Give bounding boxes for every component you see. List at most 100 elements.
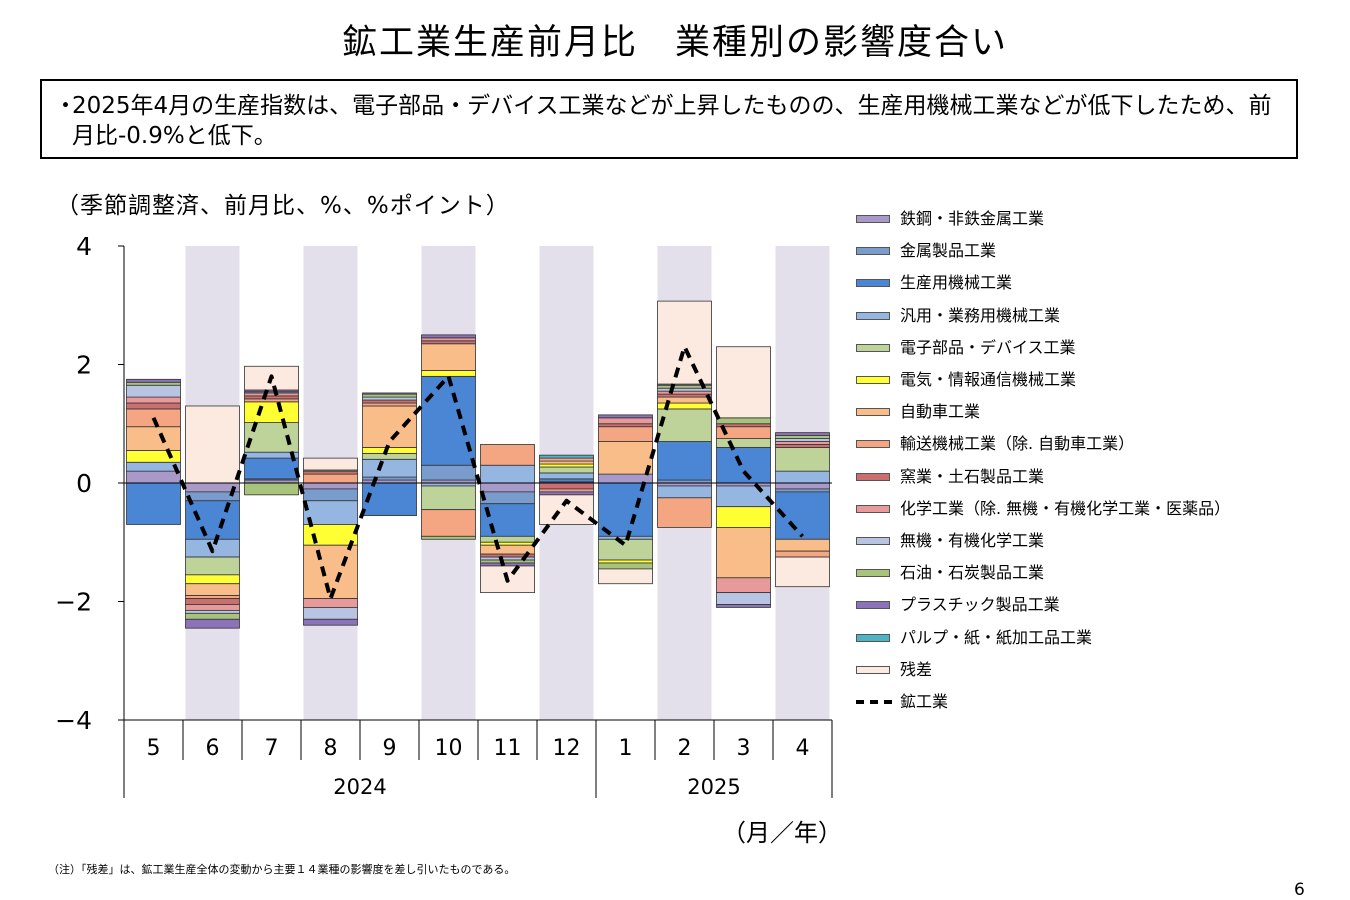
year-label: 2025 — [687, 775, 740, 799]
y-tick-label: 2 — [76, 351, 92, 380]
bar-segment — [716, 417, 771, 425]
legend-swatch-icon — [856, 537, 890, 545]
bar-segment — [480, 464, 535, 484]
legend-label: 残差 — [900, 659, 933, 679]
legend-swatch-icon — [856, 504, 890, 513]
bar-segment — [775, 556, 830, 588]
x-axis-unit-label: （月／年） — [722, 819, 842, 847]
bar-segment — [362, 452, 417, 460]
bar-segment — [775, 435, 830, 439]
bar-segment — [362, 482, 417, 516]
legend-swatch-icon — [856, 376, 890, 384]
bar-segment — [775, 447, 830, 472]
bar-segment — [657, 390, 712, 395]
bar-segment — [539, 466, 594, 474]
bar-segment — [480, 541, 535, 546]
x-tick-label: 3 — [737, 736, 751, 761]
bar-segment — [362, 393, 417, 398]
legend-swatch-icon — [856, 408, 890, 417]
bar-segment — [480, 562, 535, 567]
legend-label: 金属製品工業 — [900, 241, 997, 261]
bar-segment — [716, 506, 771, 528]
bar-segment — [303, 473, 358, 484]
bar-segment — [185, 595, 240, 599]
bar-segment — [362, 476, 417, 481]
legend-swatch-icon — [856, 665, 890, 674]
bar-segment — [657, 408, 712, 442]
bar-segment — [716, 346, 771, 419]
legend-swatch-icon — [856, 215, 890, 223]
bar-segment — [598, 441, 653, 475]
x-tick-label: 9 — [383, 736, 397, 761]
legend-swatch-icon — [856, 440, 890, 449]
bar-segment — [126, 461, 181, 472]
bar-segment — [775, 482, 830, 490]
legend-swatch-icon — [856, 472, 890, 481]
bar-segment — [421, 334, 476, 339]
bar-segment — [598, 482, 653, 537]
x-tick-label: 10 — [435, 736, 463, 761]
x-tick-label: 4 — [796, 736, 810, 761]
legend-label: 鉱工業 — [900, 692, 949, 711]
bar-segment — [185, 609, 240, 614]
y-tick-label: −2 — [55, 588, 92, 617]
bar-segment — [303, 482, 358, 490]
bar-segment — [303, 618, 358, 626]
bar-segment — [126, 426, 181, 451]
bar-segment — [598, 568, 653, 585]
bar-segment — [185, 598, 240, 605]
bar-segment — [598, 414, 653, 419]
legend-label: 汎用・業務用機械工業 — [900, 305, 1061, 325]
bar-segment — [185, 500, 240, 540]
bar-segment — [362, 396, 417, 401]
bar-segment — [598, 417, 653, 425]
bar-segment — [126, 378, 181, 383]
legend-label: 生産用機械工業 — [900, 273, 1013, 293]
x-tick-label: 6 — [206, 736, 220, 761]
bar-segment — [303, 457, 358, 471]
bar-segment — [303, 544, 358, 599]
bar-segment — [539, 454, 594, 459]
bar-segment — [362, 405, 417, 448]
bar-segment — [244, 395, 299, 400]
bar-segment — [362, 447, 417, 454]
bar-segment — [716, 592, 771, 605]
bar-segment — [185, 583, 240, 596]
bar-segment — [716, 447, 771, 484]
bar-segment — [539, 463, 594, 468]
bar-segment — [539, 478, 594, 483]
bar-segment — [657, 497, 712, 528]
legend-swatch-icon — [856, 633, 890, 642]
legend-swatch-icon — [856, 311, 890, 320]
bar-segment — [539, 460, 594, 465]
bar-segment — [244, 398, 299, 403]
bar-segment — [716, 423, 771, 428]
legend-label: 自動車工業 — [900, 402, 981, 422]
bar-segment — [303, 488, 358, 502]
legend-swatch-icon — [856, 279, 890, 288]
bar-segment — [657, 300, 712, 385]
bar-segment — [185, 612, 240, 620]
bar-segment — [421, 485, 476, 511]
bar-segment — [362, 399, 417, 404]
bar-segment — [775, 470, 830, 484]
legend-swatch-icon — [856, 601, 890, 610]
bar-segment — [126, 402, 181, 410]
bar-segment — [421, 337, 476, 342]
bar-segment — [244, 457, 299, 480]
legend-swatch-icon — [856, 569, 890, 578]
bar-segment — [539, 457, 594, 462]
bar-segment — [244, 482, 299, 496]
total-production-line — [151, 344, 804, 601]
bar-segment — [775, 441, 830, 445]
legend-label: 石油・石炭製品工業 — [900, 563, 1045, 583]
bar-segment — [362, 392, 417, 395]
bar-segment — [716, 604, 771, 608]
bar-segment — [480, 444, 535, 466]
bar-segment — [480, 503, 535, 537]
bar-segment — [421, 340, 476, 345]
bar-segment — [598, 559, 653, 564]
bar-segment — [126, 470, 181, 484]
bar-segment — [185, 405, 240, 484]
